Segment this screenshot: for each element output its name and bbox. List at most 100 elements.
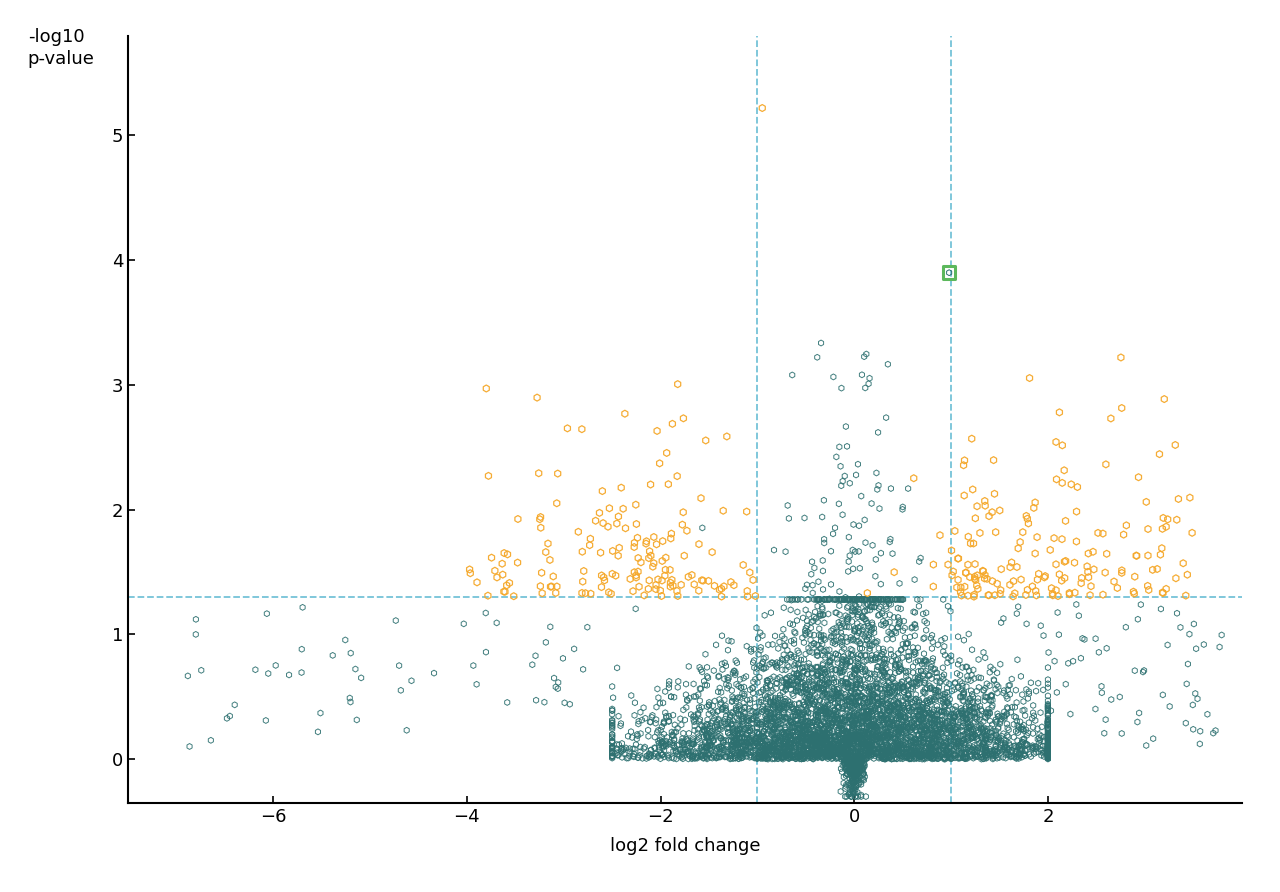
Point bbox=[742, 686, 763, 700]
Point bbox=[788, 671, 809, 685]
Point bbox=[340, 695, 361, 709]
Point bbox=[534, 695, 554, 709]
Point bbox=[922, 731, 942, 745]
Point bbox=[749, 750, 769, 764]
Point bbox=[933, 739, 954, 754]
Point bbox=[1203, 726, 1224, 740]
Point bbox=[723, 706, 744, 720]
Point bbox=[904, 605, 924, 619]
Point bbox=[1006, 749, 1027, 764]
Point bbox=[865, 653, 886, 667]
Point bbox=[831, 731, 851, 746]
Point bbox=[1038, 736, 1059, 750]
Point bbox=[808, 660, 828, 674]
Point bbox=[841, 774, 861, 789]
Point bbox=[827, 723, 847, 738]
Point bbox=[982, 689, 1002, 703]
Point bbox=[663, 729, 684, 743]
Point bbox=[829, 665, 850, 679]
Point bbox=[864, 592, 884, 607]
Point bbox=[845, 774, 865, 789]
Point bbox=[910, 748, 931, 763]
Point bbox=[818, 745, 838, 759]
Point bbox=[760, 747, 781, 762]
Point bbox=[847, 767, 868, 781]
Point bbox=[959, 710, 979, 724]
Point bbox=[838, 599, 859, 614]
Point bbox=[760, 741, 781, 756]
Point bbox=[799, 690, 819, 705]
Point bbox=[787, 683, 808, 698]
Point bbox=[957, 740, 978, 755]
Point bbox=[796, 742, 817, 756]
Point bbox=[1007, 733, 1028, 747]
Point bbox=[850, 641, 870, 656]
Point bbox=[876, 679, 896, 693]
Point bbox=[837, 746, 858, 760]
Point bbox=[837, 734, 858, 748]
Point bbox=[948, 681, 969, 695]
Point bbox=[823, 703, 844, 717]
Point bbox=[1029, 731, 1050, 745]
Point bbox=[888, 724, 909, 739]
Point bbox=[777, 700, 797, 714]
Point bbox=[799, 607, 819, 622]
Point bbox=[796, 722, 817, 736]
Point bbox=[913, 727, 933, 741]
Point bbox=[881, 689, 901, 703]
Point bbox=[847, 616, 868, 631]
Point bbox=[785, 749, 805, 764]
Point bbox=[913, 667, 933, 681]
Point bbox=[1011, 744, 1032, 758]
Point bbox=[804, 628, 824, 642]
Point bbox=[824, 743, 845, 757]
Point bbox=[840, 766, 860, 780]
Point bbox=[983, 743, 1004, 757]
Point bbox=[732, 746, 753, 760]
Point bbox=[1038, 717, 1059, 731]
Point bbox=[721, 738, 741, 752]
Point bbox=[806, 747, 827, 761]
Point bbox=[915, 722, 936, 736]
Point bbox=[1116, 620, 1137, 634]
Point bbox=[653, 739, 673, 754]
Point bbox=[909, 739, 929, 754]
Point bbox=[712, 590, 732, 604]
Point bbox=[818, 751, 838, 765]
Point bbox=[933, 722, 954, 736]
Point bbox=[987, 751, 1007, 765]
Point bbox=[782, 715, 803, 730]
Point bbox=[849, 760, 869, 774]
Point bbox=[772, 750, 792, 764]
Point bbox=[888, 726, 909, 740]
Point bbox=[956, 741, 977, 756]
Point bbox=[794, 746, 814, 760]
Point bbox=[942, 702, 963, 716]
Point bbox=[788, 657, 809, 671]
Point bbox=[838, 592, 859, 607]
Point bbox=[617, 751, 637, 765]
Point bbox=[913, 730, 933, 744]
Point bbox=[704, 749, 724, 764]
Point bbox=[1064, 556, 1084, 570]
Point bbox=[742, 573, 763, 587]
Point bbox=[1125, 569, 1146, 583]
Point bbox=[767, 656, 787, 670]
Point bbox=[836, 756, 856, 770]
Point bbox=[722, 683, 742, 698]
Point bbox=[842, 721, 863, 735]
Point bbox=[310, 706, 330, 720]
Point bbox=[933, 721, 954, 735]
Point bbox=[758, 702, 778, 716]
Point bbox=[872, 668, 892, 682]
Point bbox=[872, 607, 892, 621]
Point bbox=[840, 764, 860, 779]
Point bbox=[831, 749, 851, 764]
Point bbox=[782, 725, 803, 739]
Point bbox=[786, 751, 806, 765]
Point bbox=[890, 615, 910, 630]
Point bbox=[909, 752, 929, 766]
Point bbox=[773, 745, 794, 759]
Point bbox=[882, 701, 902, 715]
Point bbox=[963, 743, 983, 757]
